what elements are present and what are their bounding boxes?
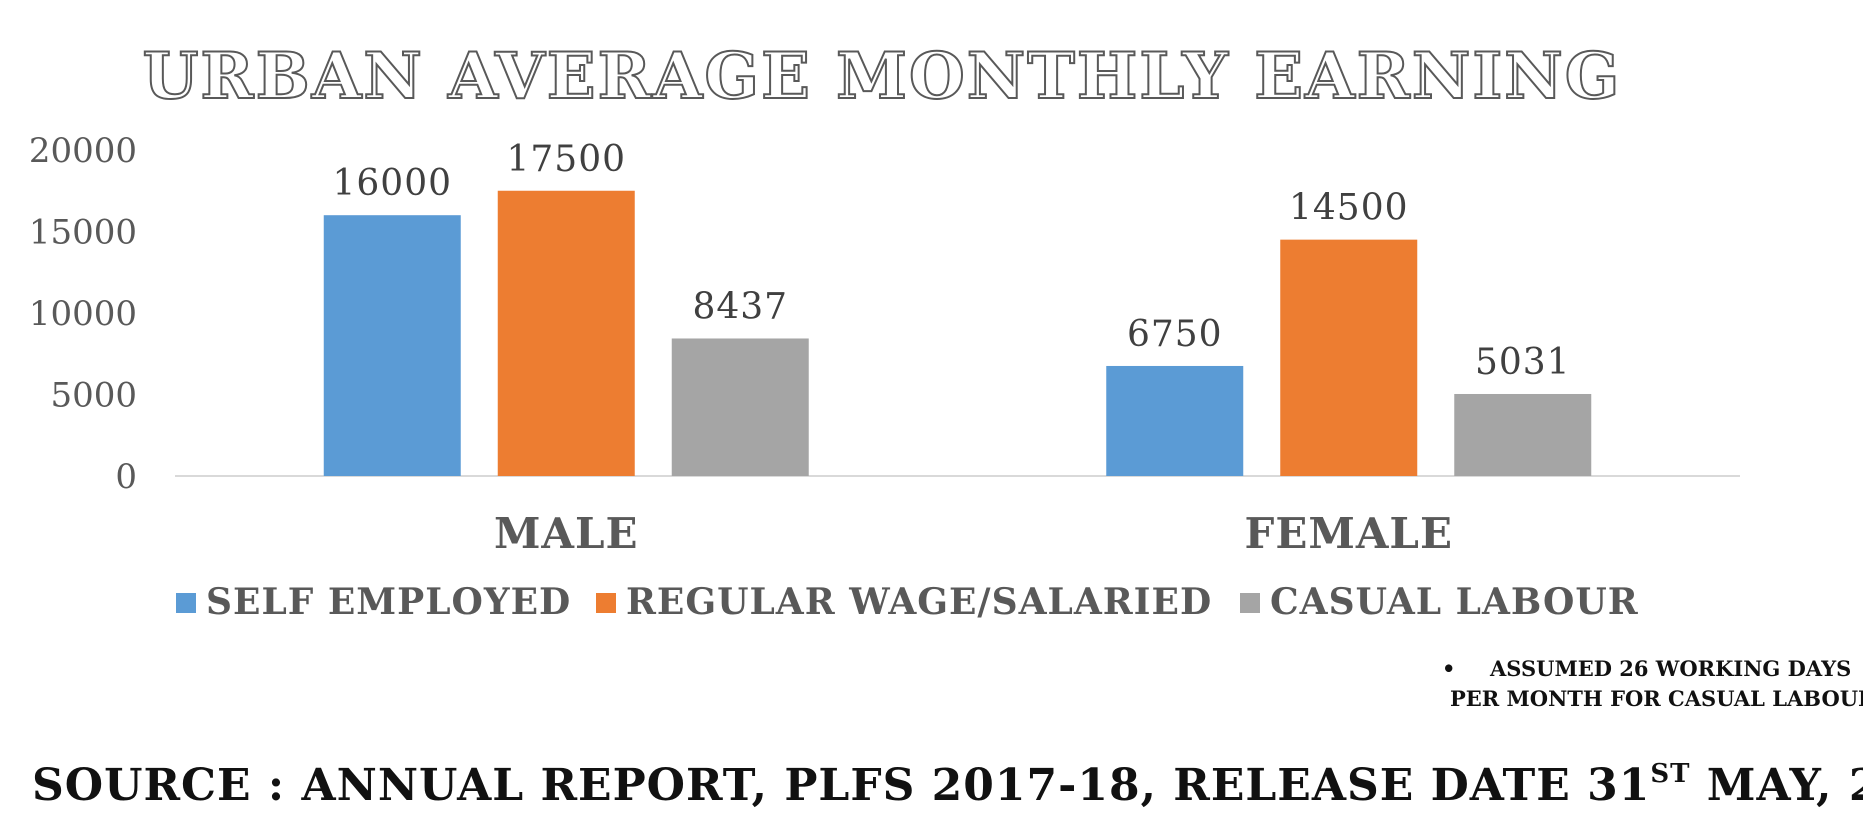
bars	[323, 190, 1592, 476]
legend-label: CASUAL LABOUR	[1270, 581, 1639, 623]
legend-label: SELF EMPLOYED	[206, 581, 571, 623]
bar-regular-wage-salaried-female	[1280, 239, 1418, 476]
note-line-2: PER MONTH FOR CASUAL LABOURS	[1450, 686, 1863, 711]
legend-swatch	[1240, 593, 1260, 613]
source-suffix: MAY, 2019	[1690, 760, 1863, 811]
legend: SELF EMPLOYED REGULAR WAGE/SALARIED CASUAL…	[176, 581, 1639, 623]
y-tick-label: 0	[115, 457, 137, 497]
x-tick-label: MALE	[494, 509, 639, 558]
legend-label: REGULAR WAGE/SALARIED	[626, 581, 1212, 623]
bar-self-employed-female	[1106, 365, 1244, 476]
chart-title: URBAN AVERAGE MONTHLY EARNING	[143, 39, 1622, 114]
y-tick-label: 10000	[29, 294, 137, 334]
note-line-1: ASSUMED 26 WORKING DAYS	[1489, 656, 1851, 681]
legend-swatch	[176, 593, 196, 613]
bar-regular-wage-salaried-male	[497, 190, 635, 476]
data-labels: 16000 17500 8437 6750 14500 5031	[332, 139, 1571, 383]
data-label: 8437	[692, 286, 788, 327]
y-axis: 0 5000 10000 15000 20000	[29, 131, 137, 497]
data-label: 16000	[332, 163, 452, 204]
bar-casual-labour-female	[1454, 393, 1592, 476]
x-axis: MALE FEMALE	[494, 509, 1453, 558]
source-superscript: ST	[1650, 759, 1690, 789]
y-tick-label: 5000	[50, 376, 137, 416]
note-bullet: •	[1442, 656, 1455, 681]
bar-casual-labour-male	[671, 338, 809, 476]
data-label: 6750	[1127, 314, 1223, 355]
data-label: 14500	[1289, 188, 1409, 229]
source-prefix: SOURCE : ANNUAL REPORT, PLFS 2017-18, RE…	[32, 760, 1650, 811]
data-label: 5031	[1475, 342, 1571, 383]
data-label: 17500	[506, 139, 626, 180]
legend-swatch	[596, 593, 616, 613]
x-tick-label: FEMALE	[1245, 509, 1453, 558]
y-tick-label: 15000	[29, 213, 137, 253]
note: • ASSUMED 26 WORKING DAYS PER MONTH FOR …	[1442, 656, 1863, 711]
source-text: SOURCE : ANNUAL REPORT, PLFS 2017-18, RE…	[32, 759, 1863, 811]
y-tick-label: 20000	[29, 131, 137, 171]
bar-self-employed-male	[323, 215, 461, 476]
